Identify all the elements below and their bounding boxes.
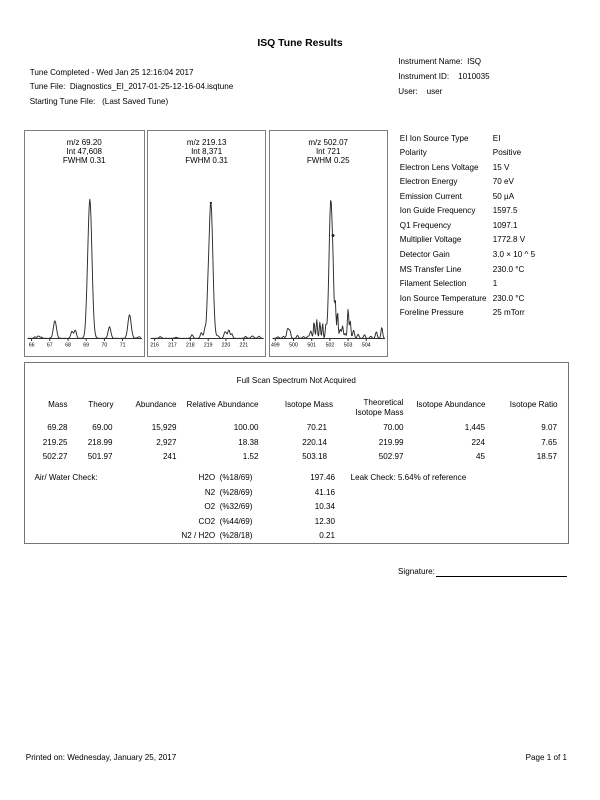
svg-text:70: 70 bbox=[101, 343, 107, 349]
svg-text:66: 66 bbox=[28, 343, 34, 349]
svg-text:67: 67 bbox=[47, 343, 53, 349]
svg-text:68: 68 bbox=[65, 343, 71, 349]
svg-text:217: 217 bbox=[168, 342, 177, 348]
svg-text:499: 499 bbox=[271, 343, 280, 349]
svg-text:219: 219 bbox=[204, 342, 213, 348]
svg-text:216: 216 bbox=[150, 342, 159, 348]
svg-text:218: 218 bbox=[186, 342, 195, 348]
svg-text:504: 504 bbox=[362, 343, 371, 349]
svg-text:71: 71 bbox=[119, 343, 125, 349]
svg-text:220: 220 bbox=[221, 342, 230, 348]
svg-text:500: 500 bbox=[289, 343, 298, 349]
svg-text:69: 69 bbox=[83, 343, 89, 349]
svg-text:221: 221 bbox=[239, 342, 248, 348]
svg-text:501: 501 bbox=[307, 343, 316, 349]
svg-text:503: 503 bbox=[343, 343, 352, 349]
svg-text:502: 502 bbox=[325, 343, 334, 349]
